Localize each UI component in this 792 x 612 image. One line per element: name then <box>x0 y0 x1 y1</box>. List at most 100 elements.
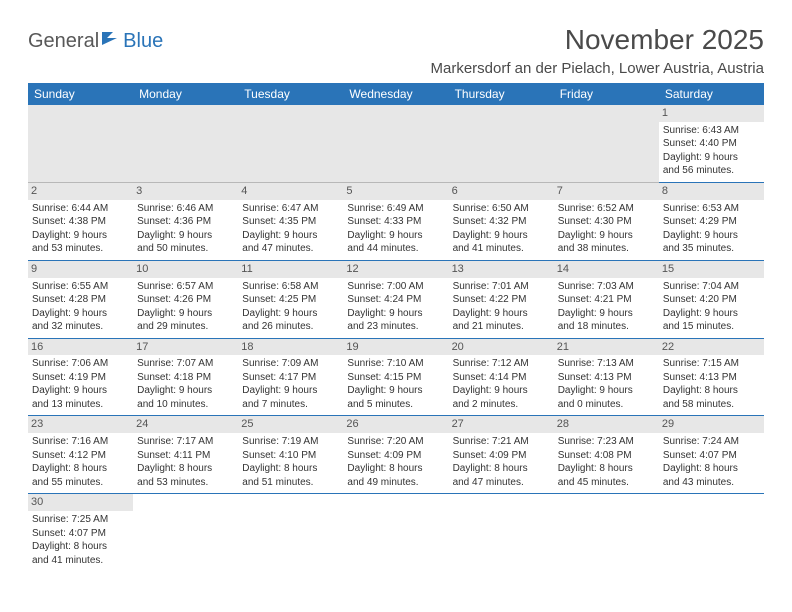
day-detail: Sunrise: 6:52 AM <box>558 202 655 216</box>
day-detail: Sunset: 4:35 PM <box>242 215 339 229</box>
day-detail: Daylight: 9 hours <box>558 307 655 321</box>
calendar-cell <box>238 105 343 182</box>
day-detail: and 51 minutes. <box>242 476 339 490</box>
calendar-cell: 11Sunrise: 6:58 AMSunset: 4:25 PMDayligh… <box>238 260 343 338</box>
logo-text-general: General <box>28 30 99 53</box>
day-number: 27 <box>449 416 554 433</box>
calendar-cell: 12Sunrise: 7:00 AMSunset: 4:24 PMDayligh… <box>343 260 448 338</box>
day-number: 3 <box>133 183 238 200</box>
day-detail: Daylight: 9 hours <box>242 229 339 243</box>
calendar-cell: 20Sunrise: 7:12 AMSunset: 4:14 PMDayligh… <box>449 338 554 416</box>
day-detail: Sunrise: 7:07 AM <box>137 357 234 371</box>
day-number: 16 <box>28 339 133 356</box>
calendar-cell <box>133 105 238 182</box>
day-number: 13 <box>449 261 554 278</box>
day-detail: Sunrise: 7:12 AM <box>453 357 550 371</box>
day-detail: Sunset: 4:33 PM <box>347 215 444 229</box>
calendar-cell: 27Sunrise: 7:21 AMSunset: 4:09 PMDayligh… <box>449 416 554 494</box>
day-detail: and 38 minutes. <box>558 242 655 256</box>
flag-icon <box>101 30 123 53</box>
day-detail: Sunrise: 6:50 AM <box>453 202 550 216</box>
day-detail: Sunset: 4:14 PM <box>453 371 550 385</box>
day-detail: and 35 minutes. <box>663 242 760 256</box>
calendar-cell: 2Sunrise: 6:44 AMSunset: 4:38 PMDaylight… <box>28 182 133 260</box>
day-number: 14 <box>554 261 659 278</box>
day-detail: Sunset: 4:24 PM <box>347 293 444 307</box>
day-detail: Sunset: 4:19 PM <box>32 371 129 385</box>
day-detail: Daylight: 9 hours <box>242 384 339 398</box>
day-detail: Sunset: 4:17 PM <box>242 371 339 385</box>
day-detail: and 2 minutes. <box>453 398 550 412</box>
day-detail: Sunset: 4:22 PM <box>453 293 550 307</box>
calendar-cell <box>133 494 238 571</box>
day-number: 8 <box>659 183 764 200</box>
weekday-header: Wednesday <box>343 83 448 105</box>
day-detail: Sunrise: 7:13 AM <box>558 357 655 371</box>
day-detail: Sunset: 4:12 PM <box>32 449 129 463</box>
day-detail: Sunrise: 6:58 AM <box>242 280 339 294</box>
day-number: 22 <box>659 339 764 356</box>
day-number: 6 <box>449 183 554 200</box>
day-detail: Sunrise: 7:04 AM <box>663 280 760 294</box>
day-number: 23 <box>28 416 133 433</box>
day-detail: Sunrise: 6:44 AM <box>32 202 129 216</box>
day-detail: Sunrise: 6:47 AM <box>242 202 339 216</box>
day-number: 1 <box>659 105 764 122</box>
day-detail: Sunrise: 7:09 AM <box>242 357 339 371</box>
calendar-cell: 15Sunrise: 7:04 AMSunset: 4:20 PMDayligh… <box>659 260 764 338</box>
day-detail: Sunset: 4:40 PM <box>663 137 760 151</box>
day-detail: and 53 minutes. <box>137 476 234 490</box>
day-detail: and 53 minutes. <box>32 242 129 256</box>
day-detail: and 18 minutes. <box>558 320 655 334</box>
calendar-cell <box>343 494 448 571</box>
day-detail: Sunset: 4:26 PM <box>137 293 234 307</box>
header: General Blue November 2025 Markersdorf a… <box>28 24 764 77</box>
day-detail: Daylight: 9 hours <box>663 307 760 321</box>
day-detail: Daylight: 8 hours <box>137 462 234 476</box>
day-detail: Daylight: 9 hours <box>347 384 444 398</box>
day-detail: Sunrise: 7:17 AM <box>137 435 234 449</box>
day-number: 21 <box>554 339 659 356</box>
day-number: 15 <box>659 261 764 278</box>
calendar-cell: 24Sunrise: 7:17 AMSunset: 4:11 PMDayligh… <box>133 416 238 494</box>
day-number: 17 <box>133 339 238 356</box>
day-detail: Sunset: 4:07 PM <box>663 449 760 463</box>
day-detail: Sunset: 4:13 PM <box>663 371 760 385</box>
calendar-cell <box>449 494 554 571</box>
day-number: 26 <box>343 416 448 433</box>
day-detail: Daylight: 9 hours <box>32 307 129 321</box>
day-detail: and 41 minutes. <box>453 242 550 256</box>
day-detail: and 0 minutes. <box>558 398 655 412</box>
calendar-table: Sunday Monday Tuesday Wednesday Thursday… <box>28 83 764 571</box>
day-detail: Sunrise: 7:15 AM <box>663 357 760 371</box>
day-detail: and 10 minutes. <box>137 398 234 412</box>
day-number: 20 <box>449 339 554 356</box>
day-detail: Sunrise: 6:53 AM <box>663 202 760 216</box>
day-detail: Sunset: 4:32 PM <box>453 215 550 229</box>
weekday-header: Sunday <box>28 83 133 105</box>
day-detail: and 15 minutes. <box>663 320 760 334</box>
calendar-cell <box>343 105 448 182</box>
weekday-header: Thursday <box>449 83 554 105</box>
day-detail: and 41 minutes. <box>32 554 129 568</box>
calendar-cell: 8Sunrise: 6:53 AMSunset: 4:29 PMDaylight… <box>659 182 764 260</box>
day-detail: Sunrise: 7:19 AM <box>242 435 339 449</box>
day-detail: Daylight: 9 hours <box>242 307 339 321</box>
calendar-week-row: 9Sunrise: 6:55 AMSunset: 4:28 PMDaylight… <box>28 260 764 338</box>
day-detail: Daylight: 8 hours <box>32 540 129 554</box>
day-detail: Daylight: 8 hours <box>347 462 444 476</box>
day-detail: Daylight: 9 hours <box>137 384 234 398</box>
calendar-cell <box>554 105 659 182</box>
calendar-cell: 29Sunrise: 7:24 AMSunset: 4:07 PMDayligh… <box>659 416 764 494</box>
month-title: November 2025 <box>431 24 765 56</box>
day-number: 9 <box>28 261 133 278</box>
weekday-header: Monday <box>133 83 238 105</box>
calendar-cell <box>238 494 343 571</box>
calendar-cell: 3Sunrise: 6:46 AMSunset: 4:36 PMDaylight… <box>133 182 238 260</box>
day-detail: and 26 minutes. <box>242 320 339 334</box>
day-detail: Sunrise: 6:55 AM <box>32 280 129 294</box>
calendar-cell: 19Sunrise: 7:10 AMSunset: 4:15 PMDayligh… <box>343 338 448 416</box>
calendar-cell: 28Sunrise: 7:23 AMSunset: 4:08 PMDayligh… <box>554 416 659 494</box>
day-detail: and 7 minutes. <box>242 398 339 412</box>
day-detail: Sunset: 4:30 PM <box>558 215 655 229</box>
